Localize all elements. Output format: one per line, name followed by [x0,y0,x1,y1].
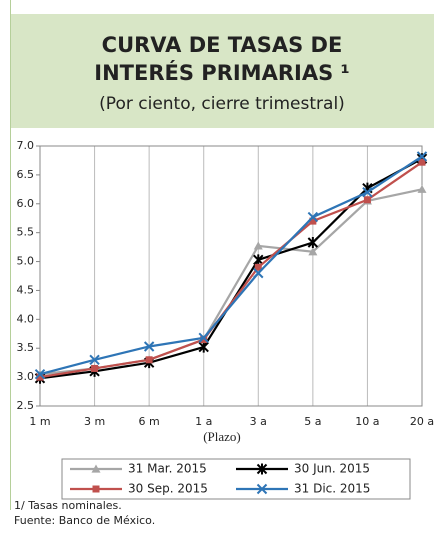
legend-label: 31 Dic. 2015 [294,482,370,496]
chart-title: INTERÉS PRIMARIAS ¹ [94,60,349,85]
footnote: 1/ Tasas nominales. [14,499,122,512]
y-tick-label: 6.0 [17,197,35,210]
y-tick-label: 3.5 [17,341,35,354]
point [253,254,264,266]
point [89,354,100,365]
y-tick-label: 3.0 [17,370,35,383]
y-tick-label: 4.0 [17,312,35,325]
point [253,267,264,279]
legend-label: 30 Sep. 2015 [128,482,208,496]
legend-marker [256,483,268,495]
point [36,373,44,381]
chart-subtitle: (Por ciento, cierre trimestral) [99,94,345,114]
x-tick-label: 1 a [195,415,212,428]
y-tick-label: 5.0 [17,255,35,268]
x-tick-label: 3 m [84,415,105,428]
point [307,236,319,248]
y-tick-label: 7.0 [17,139,35,152]
plot-frame [39,145,423,407]
series-line [39,155,423,376]
chart-title: CURVA DE TASAS DE [102,33,343,57]
y-tick-label: 4.5 [17,283,35,296]
y-tick-label: 5.5 [17,226,35,239]
point [254,263,262,271]
point [363,196,371,204]
point [417,184,427,193]
legend-marker [92,485,100,493]
x-axis-label: (Plazo) [203,429,241,444]
point [416,151,428,162]
legend-box [61,458,411,500]
x-tick-label: 1 m [29,415,50,428]
point [198,332,209,344]
x-tick-label: 6 m [139,415,160,428]
y-tick-label: 6.5 [17,168,35,181]
x-tick-label: 10 a [355,415,379,428]
point [145,356,153,364]
x-tick-label: 5 a [304,415,321,428]
point [307,211,319,223]
y-tick-label: 2.5 [17,399,35,412]
point [418,158,426,166]
legend-marker [256,463,268,475]
legend-label: 31 Mar. 2015 [128,462,207,476]
series-line [39,188,423,376]
legend-label: 30 Jun. 2015 [294,462,370,476]
series-line [39,161,423,379]
point [198,341,209,353]
point [34,369,46,380]
point [253,241,263,250]
legend-marker [91,464,101,473]
footnote: Fuente: Banco de México. [14,514,155,527]
point [308,247,318,256]
point [91,364,99,372]
point [309,217,317,225]
point [200,336,208,344]
point [362,187,373,198]
point [143,341,155,352]
x-tick-label: 3 a [250,415,267,428]
x-tick-label: 20 a [410,415,434,428]
header-box [11,14,434,128]
